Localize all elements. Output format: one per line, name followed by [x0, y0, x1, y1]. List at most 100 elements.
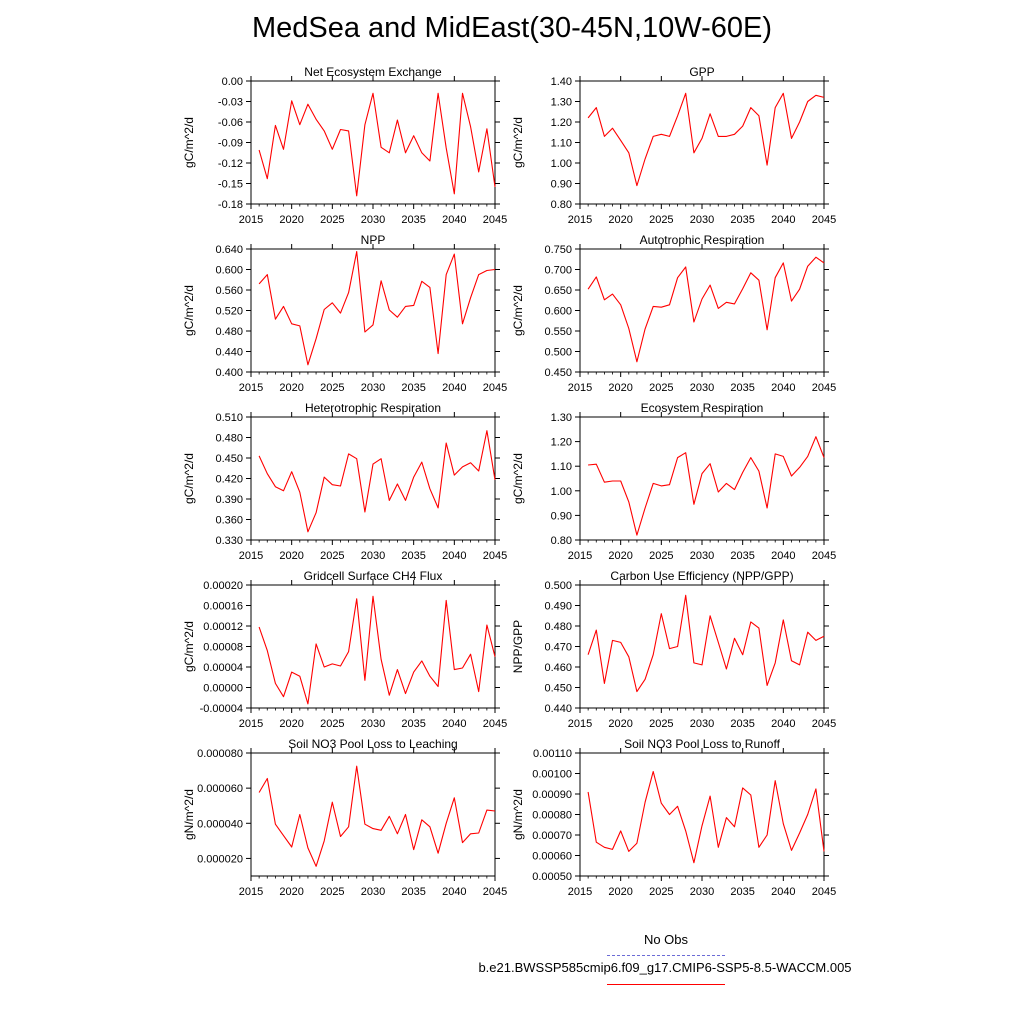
x-tick-label: 2015 [239, 718, 263, 730]
panel-10: Soil NO3 Pool Loss to Runoff gN/m^2/d 0.00… [511, 737, 836, 898]
plot-frame [250, 416, 496, 541]
series-line [258, 765, 496, 867]
panel-4: Autotrophic Respiration gC/m^2/d 0.750 0.70… [511, 233, 836, 394]
y-tick-label: 1.30 [551, 97, 572, 109]
series-line [258, 595, 496, 705]
y-tick-label: 0.440 [215, 347, 243, 359]
y-axis-label: gC/m^2/d [182, 285, 196, 336]
panel-title: Net Ecosystem Exchange [304, 65, 442, 79]
x-tick-label: 2020 [608, 550, 632, 562]
x-tick-label: 2020 [279, 382, 303, 394]
x-tick-label: 2020 [608, 718, 632, 730]
panel-1: Net Ecosystem Exchange gC/m^2/d 0.00 -0.03 -… [182, 65, 507, 226]
x-tick-label: 2030 [361, 382, 385, 394]
panel-5: Heterotrophic Respiration gC/m^2/d 0.510 0.… [182, 401, 507, 562]
y-tick-label: 0.470 [544, 642, 572, 654]
y-tick-label: 0.480 [215, 326, 243, 338]
panel-title: Gridcell Surface CH4 Flux [304, 569, 443, 583]
y-axis-label: gC/m^2/d [182, 453, 196, 504]
panel-title: Autotrophic Respiration [640, 233, 765, 247]
plot-frame [250, 752, 496, 877]
x-tick-label: 2030 [361, 886, 385, 898]
y-tick-label: 0.000040 [197, 818, 243, 830]
x-tick-label: 2045 [812, 382, 836, 394]
y-axis-label: gC/m^2/d [511, 117, 525, 168]
y-tick-label: -0.09 [218, 138, 243, 150]
y-tick-label: 0.00012 [203, 621, 243, 633]
series-line [258, 251, 496, 366]
x-tick-label: 2045 [483, 718, 507, 730]
y-axis-label: gN/m^2/d [182, 789, 196, 840]
x-tick-label: 2025 [320, 214, 344, 226]
y-tick-label: 0.00100 [532, 769, 572, 781]
x-tick-label: 2040 [771, 550, 795, 562]
y-tick-label: 0.90 [551, 510, 572, 522]
y-tick-label: 0.600 [215, 265, 243, 277]
x-tick-label: 2015 [568, 550, 592, 562]
y-tick-label: 0.90 [551, 179, 572, 191]
x-tick-label: 2030 [690, 886, 714, 898]
y-tick-label: 0.80 [551, 535, 572, 547]
y-tick-label: 0.330 [215, 535, 243, 547]
x-tick-label: 2035 [730, 550, 754, 562]
y-tick-label: -0.06 [218, 117, 243, 129]
x-tick-label: 2030 [690, 550, 714, 562]
y-tick-label: 1.30 [551, 412, 572, 424]
y-tick-label: 0.550 [544, 326, 572, 338]
panel-2: GPP gC/m^2/d 1.40 1.30 1.20 1.10 1.00 0.90 0.80 2… [511, 65, 836, 226]
y-tick-label: 0.000080 [197, 748, 243, 760]
x-tick-label: 2020 [608, 382, 632, 394]
panel-title: Heterotrophic Respiration [305, 401, 441, 415]
y-tick-label: 0.520 [215, 306, 243, 318]
y-tick-label: 0.00016 [203, 601, 243, 613]
x-tick-label: 2015 [239, 886, 263, 898]
y-tick-label: -0.03 [218, 97, 243, 109]
x-tick-label: 2020 [279, 214, 303, 226]
x-tick-label: 2015 [568, 382, 592, 394]
x-tick-label: 2045 [483, 886, 507, 898]
y-tick-label: 0.450 [544, 367, 572, 379]
y-tick-label: 0.480 [544, 621, 572, 633]
y-axis-label: gC/m^2/d [182, 621, 196, 672]
panel-title: Carbon Use Efficiency (NPP/GPP) [610, 569, 793, 583]
x-tick-label: 2045 [812, 886, 836, 898]
x-tick-label: 2045 [812, 550, 836, 562]
y-tick-label: 0.450 [544, 683, 572, 695]
y-tick-label: 0.00090 [532, 789, 572, 801]
y-tick-label: 0.00000 [203, 683, 243, 695]
legend-obs-label: No Obs [643, 932, 689, 947]
y-tick-label: 0.560 [215, 285, 243, 297]
series-line [587, 594, 825, 693]
x-tick-label: 2040 [442, 550, 466, 562]
legend-case-label: b.e21.BWSSP585cmip6.f09_g17.CMIP6-SSP5-8… [478, 960, 852, 975]
y-axis-label: gC/m^2/d [511, 285, 525, 336]
plot-frame [250, 584, 496, 709]
x-tick-label: 2030 [690, 382, 714, 394]
y-tick-label: 0.750 [544, 244, 572, 256]
y-tick-label: 0.420 [215, 474, 243, 486]
x-tick-label: 2025 [320, 886, 344, 898]
x-tick-label: 2015 [568, 718, 592, 730]
series-line [587, 92, 825, 187]
y-tick-label: 0.600 [544, 306, 572, 318]
y-tick-label: 0.500 [544, 580, 572, 592]
x-tick-label: 2045 [483, 550, 507, 562]
x-tick-label: 2015 [239, 382, 263, 394]
plot-frame [579, 248, 825, 373]
legend-obs-line [607, 955, 725, 956]
x-tick-label: 2040 [771, 718, 795, 730]
y-tick-label: 0.450 [215, 453, 243, 465]
y-tick-label: 0.640 [215, 244, 243, 256]
y-tick-label: -0.18 [218, 199, 243, 211]
x-tick-label: 2025 [320, 718, 344, 730]
plot-frame [579, 80, 825, 205]
panel-3: NPP gC/m^2/d 0.640 0.600 0.560 0.520 0.480 0.44… [182, 233, 507, 394]
y-tick-label: 0.000020 [197, 853, 243, 865]
x-tick-label: 2015 [239, 550, 263, 562]
x-tick-label: 2015 [239, 214, 263, 226]
x-tick-label: 2045 [812, 214, 836, 226]
x-tick-label: 2015 [568, 214, 592, 226]
y-tick-label: 0.460 [544, 662, 572, 674]
y-tick-label: 0.00008 [203, 642, 243, 654]
x-tick-label: 2025 [649, 382, 673, 394]
